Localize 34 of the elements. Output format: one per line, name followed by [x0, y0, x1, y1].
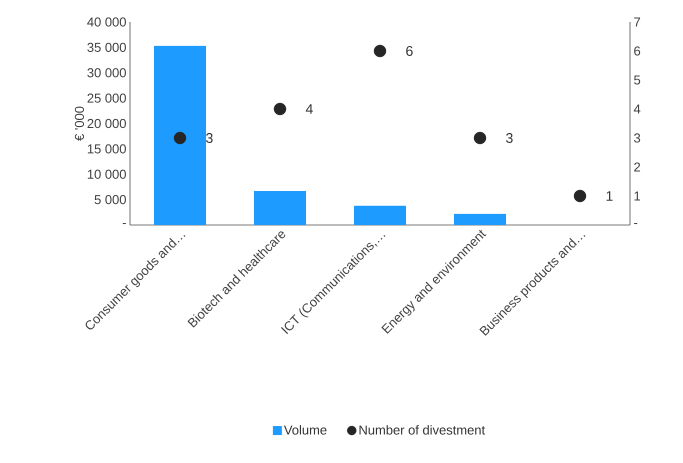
bar [454, 214, 506, 225]
bar [354, 206, 406, 225]
bar [154, 46, 206, 225]
y-tick-label: 20 000 [88, 118, 126, 128]
data-label: 3 [506, 133, 513, 143]
bar [254, 190, 306, 225]
y-tick-label: 5 000 [94, 195, 126, 204]
y-tick-label: 25 000 [88, 94, 126, 103]
point [474, 132, 486, 144]
y-axis-title: € '000 [74, 106, 84, 141]
y-tick-label: 10 000 [88, 170, 126, 179]
y-tick-label: 15 000 [88, 144, 126, 154]
legend-label: Number of divestment [360, 425, 486, 435]
y2-tick-label: 7 [634, 18, 640, 26]
y2-tick-label: 4 [634, 104, 640, 114]
y2-tick-label: - [634, 223, 638, 224]
data-label: 4 [306, 104, 313, 114]
y-tick-label: - [122, 223, 126, 224]
legend-label: Volume [284, 425, 326, 435]
y-tick-label: 40 000 [87, 17, 126, 27]
y2-tick-label: 1 [634, 192, 640, 200]
y2-tick-label: 2 [634, 162, 640, 172]
y-tick-label: 30 000 [87, 68, 126, 78]
point [174, 132, 186, 144]
y2-tick-label: 6 [634, 46, 640, 56]
point [274, 102, 286, 116]
point [374, 44, 386, 58]
data-label: 6 [406, 46, 413, 56]
y2-tick-label: 5 [634, 75, 640, 85]
y-tick-label: 35 000 [87, 42, 126, 52]
point [574, 190, 586, 202]
data-label: 1 [606, 191, 613, 201]
data-label: 3 [206, 133, 213, 143]
y2-tick-label: 3 [634, 133, 640, 143]
